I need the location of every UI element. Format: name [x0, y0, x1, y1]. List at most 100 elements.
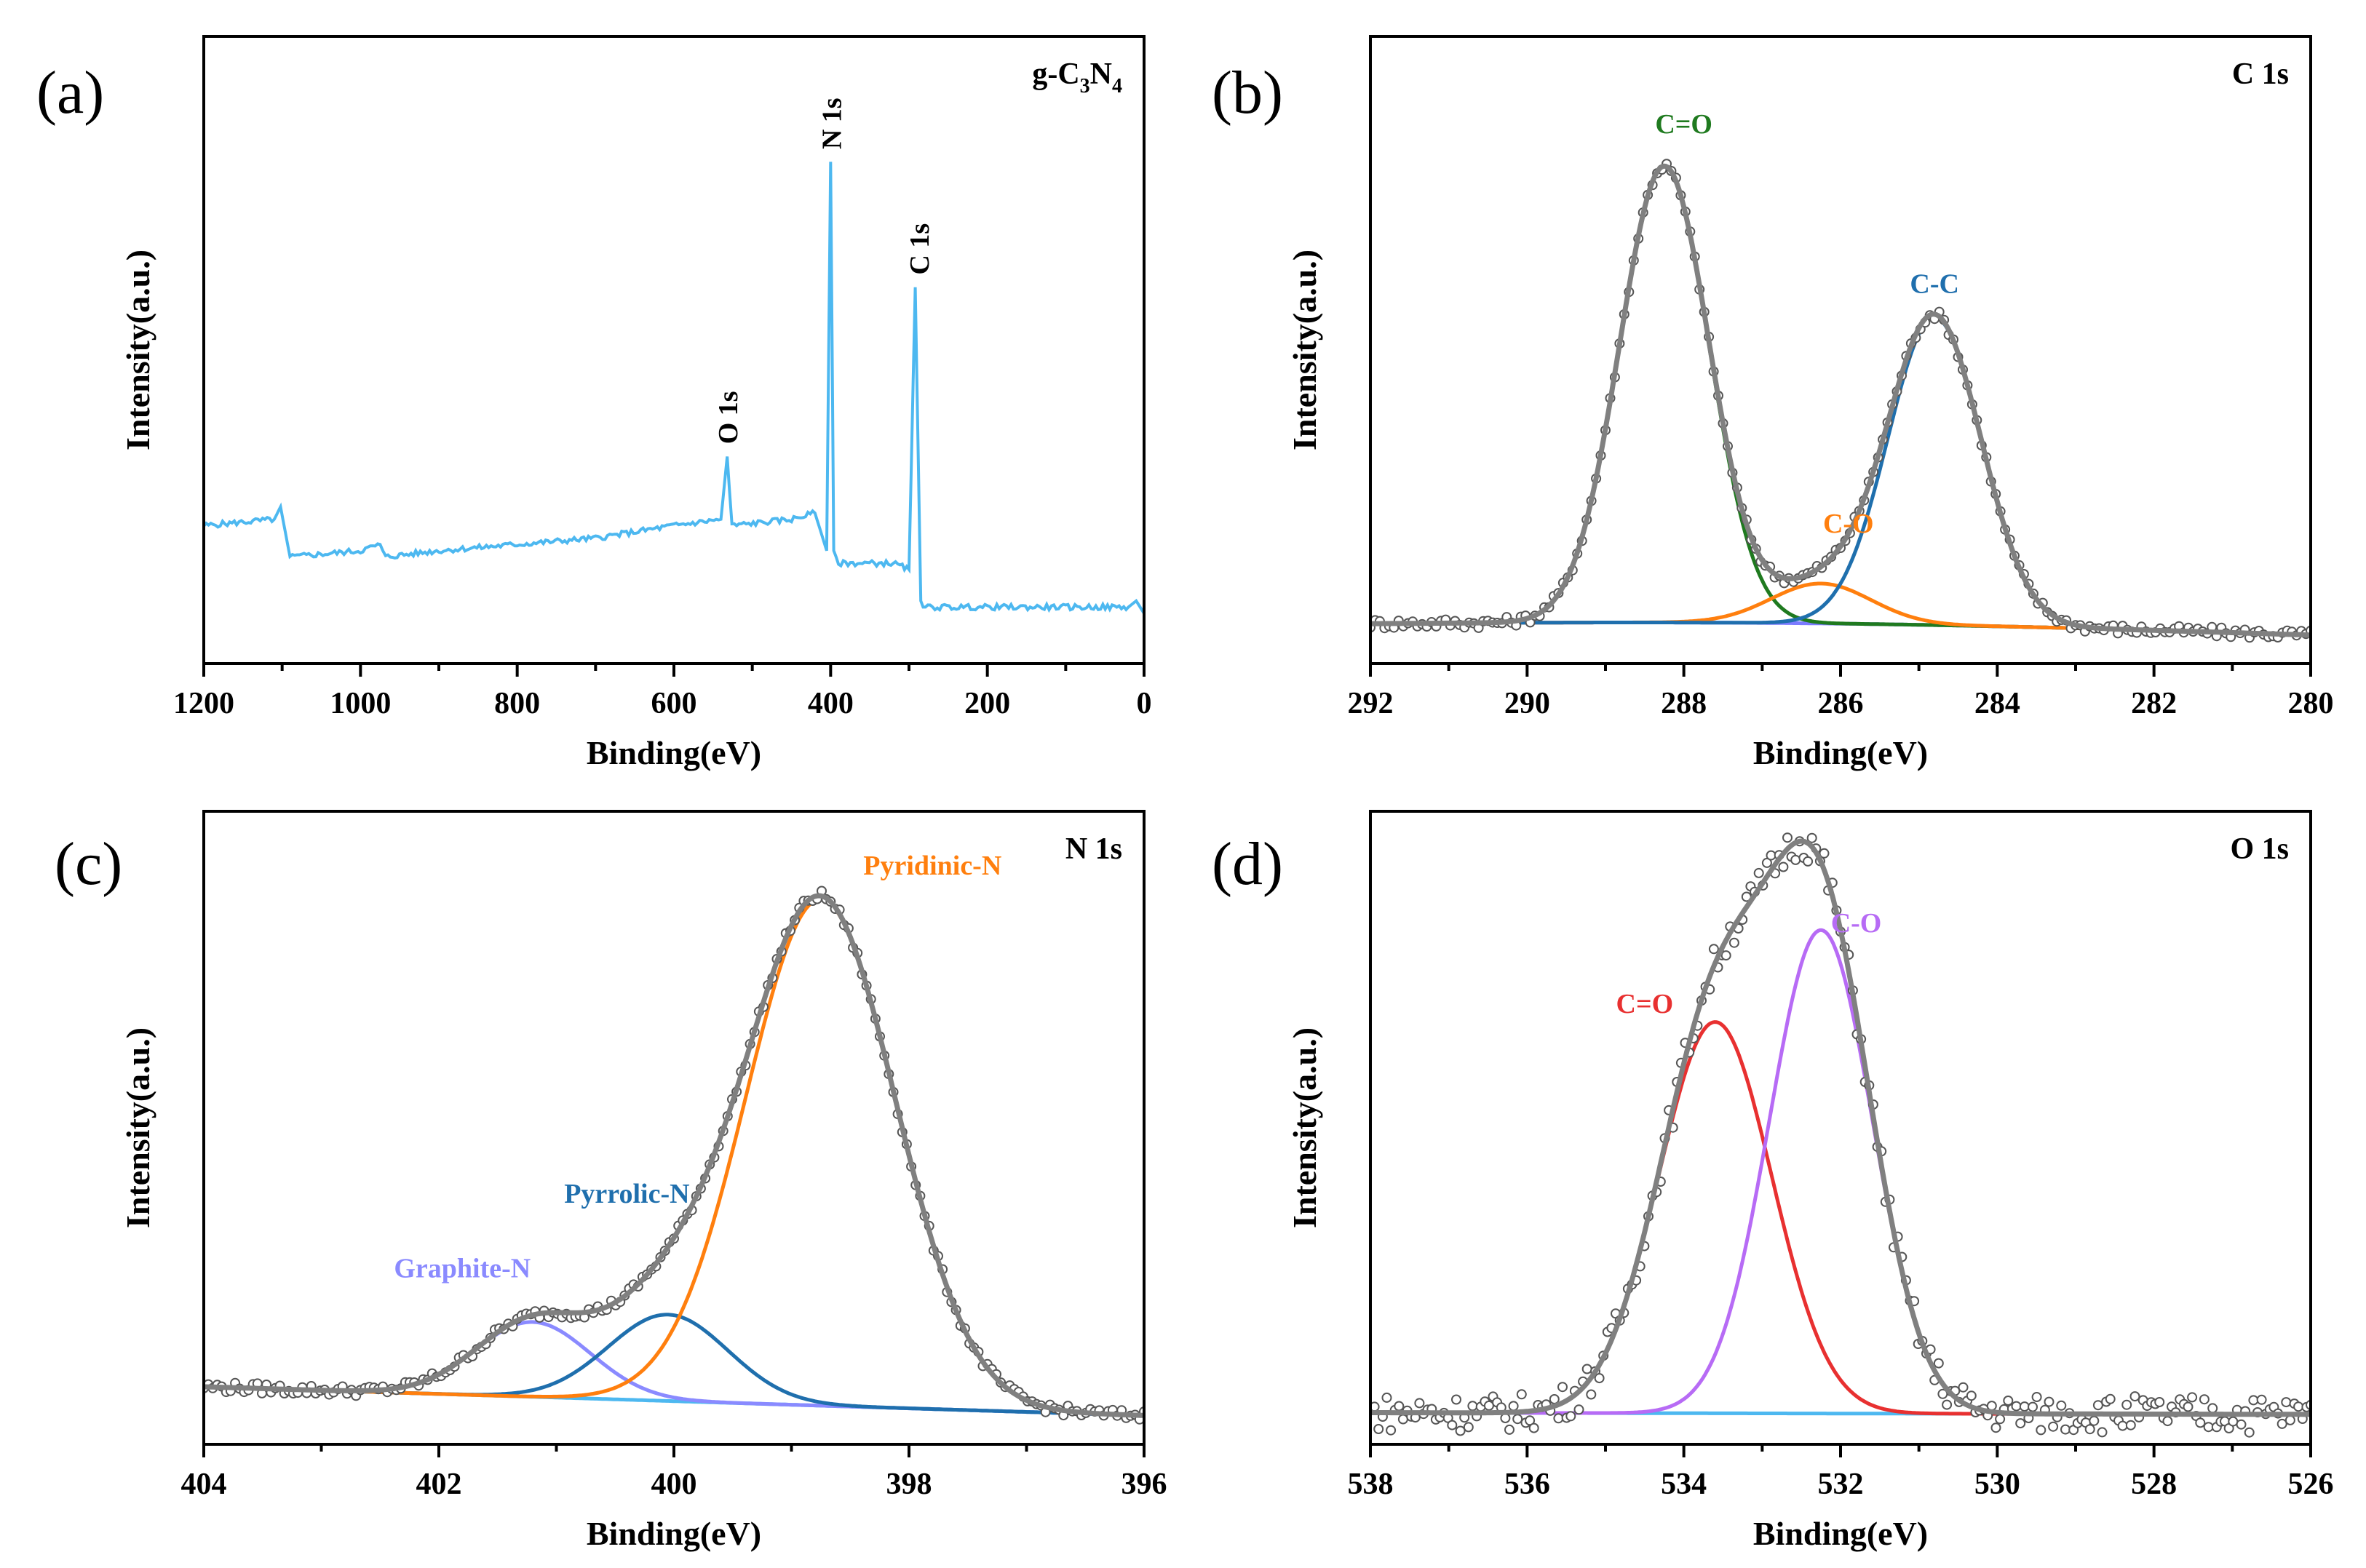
- plot-area: [1370, 832, 2311, 1438]
- data-point: [1819, 848, 1830, 859]
- peak-label: C-O: [1823, 509, 1874, 539]
- x-tick-label: 1200: [173, 687, 234, 720]
- panel-letter: (c): [55, 830, 122, 898]
- data-point: [1381, 1392, 1392, 1403]
- data-point: [1942, 1399, 1953, 1410]
- data-point: [2195, 1417, 2206, 1428]
- x-tick-label: 530: [1974, 1468, 2020, 1501]
- peak-label: C=O: [1616, 989, 1674, 1019]
- x-tick-label: 398: [886, 1468, 932, 1501]
- data-point: [2036, 1425, 2047, 1436]
- peak-pyridinic-n: [204, 897, 1144, 1417]
- data-point: [2056, 1400, 2067, 1411]
- y-axis-title: Intensity(a.u.): [1286, 250, 1323, 450]
- peak-label: O 1s: [713, 391, 744, 444]
- series-survey: [204, 162, 1144, 615]
- data-point: [2003, 1396, 2014, 1406]
- panel-title: g-C3N4: [1032, 57, 1122, 97]
- data-point: [1394, 1401, 1405, 1412]
- data-point: [2011, 1401, 2022, 1412]
- panel-a: 1200 1000 800 600 400 200 0 Binding(eV) Intensit…: [36, 35, 1152, 771]
- data-point: [1782, 832, 1793, 843]
- data-point: [1581, 1364, 1592, 1374]
- data-point: [1447, 1420, 1458, 1430]
- data-point: [1397, 1414, 1408, 1425]
- data-point: [1803, 856, 1814, 867]
- x-tick-label: 532: [1818, 1468, 1864, 1501]
- panel-letter: (d): [1212, 830, 1283, 898]
- data-point: [1761, 857, 1772, 868]
- y-axis-title: Intensity(a.u.): [1286, 1027, 1323, 1228]
- data-point: [2129, 1391, 2140, 1402]
- data-point: [1512, 1414, 1523, 1425]
- data-point: [2048, 1421, 2059, 1432]
- data-point: [2293, 1401, 2304, 1412]
- data-point: [1508, 1401, 1519, 1412]
- x-tick-label: 286: [1818, 687, 1864, 720]
- data-point: [1504, 1424, 1515, 1435]
- plot-area: [1370, 159, 2311, 643]
- title-part: N: [1090, 57, 1112, 91]
- data-point: [2097, 1427, 2108, 1438]
- data-point: [2019, 1401, 2030, 1412]
- plot-area: [204, 162, 1144, 615]
- data-point: [2044, 1396, 2055, 1407]
- x-tick-label: 800: [494, 687, 540, 720]
- data-point: [1516, 1389, 1527, 1400]
- x-tick-label: 538: [1348, 1468, 1394, 1501]
- x-tick-label: 0: [1137, 687, 1152, 720]
- peak-label: C-O: [1831, 908, 1882, 939]
- x-tick-label: 292: [1348, 687, 1394, 720]
- title-subscript: 4: [1112, 75, 1122, 97]
- data-point: [2236, 1419, 2247, 1430]
- panel-title: C 1s: [2232, 57, 2289, 91]
- data-point: [2162, 1416, 2173, 1427]
- data-point: [1720, 950, 1731, 961]
- x-tick-label: 284: [1974, 687, 2020, 720]
- data-point: [2084, 1424, 2095, 1435]
- axes-frame: [202, 35, 1146, 665]
- x-tick-label: 290: [1504, 687, 1550, 720]
- panel-c: 404 402 400 398 396 Binding(eV) Intensity(a.u.…: [55, 810, 1167, 1552]
- title-subscript: 3: [1080, 75, 1090, 97]
- x-tick-label: 528: [2131, 1468, 2177, 1501]
- envelope-line: [1370, 838, 2311, 1417]
- peak-c-o: [1370, 164, 2311, 637]
- x-tick-label: 400: [808, 687, 854, 720]
- data-point: [2276, 1418, 2287, 1429]
- x-tick-label: 200: [964, 687, 1010, 720]
- data-point: [2187, 1392, 2198, 1403]
- y-axis-title: Intensity(a.u.): [119, 250, 156, 450]
- data-point: [2117, 1420, 2128, 1431]
- data-point: [1528, 1422, 1539, 1433]
- x-tick-label: 396: [1122, 1468, 1167, 1501]
- panel-d: 538 536 534 532 530 528 526 Binding(eV) Intensit…: [1212, 810, 2334, 1552]
- x-tick-label: 402: [416, 1468, 462, 1501]
- data-point: [1414, 1398, 1425, 1409]
- data-point: [2028, 1401, 2038, 1412]
- peak-label: C-C: [1910, 269, 1959, 300]
- panel-letter: (a): [36, 59, 104, 127]
- data-point: [2121, 1399, 2132, 1410]
- data-point: [2228, 1416, 2239, 1427]
- axes-frame: [202, 810, 1146, 1446]
- data-point: [2207, 1403, 2218, 1414]
- data-point: [1966, 1390, 1977, 1401]
- data-point: [1463, 1422, 1474, 1433]
- data-point: [1806, 832, 1817, 843]
- data-point: [1790, 854, 1801, 865]
- data-point: [1553, 1413, 1564, 1424]
- data-point: [2183, 1401, 2194, 1412]
- data-point: [1455, 1425, 1466, 1436]
- data-point: [2256, 1394, 2267, 1405]
- x-tick-label: 400: [651, 1468, 697, 1501]
- envelope-line: [1370, 163, 2311, 638]
- data-point: [2203, 1422, 2214, 1433]
- data-point: [2060, 1424, 2071, 1435]
- x-tick-label: 1000: [330, 687, 391, 720]
- x-axis-title: Binding(eV): [587, 734, 761, 771]
- data-point: [2092, 1400, 2103, 1411]
- data-point: [1467, 1401, 1478, 1412]
- data-point: [2248, 1395, 2259, 1406]
- envelope-line: [204, 893, 1144, 1418]
